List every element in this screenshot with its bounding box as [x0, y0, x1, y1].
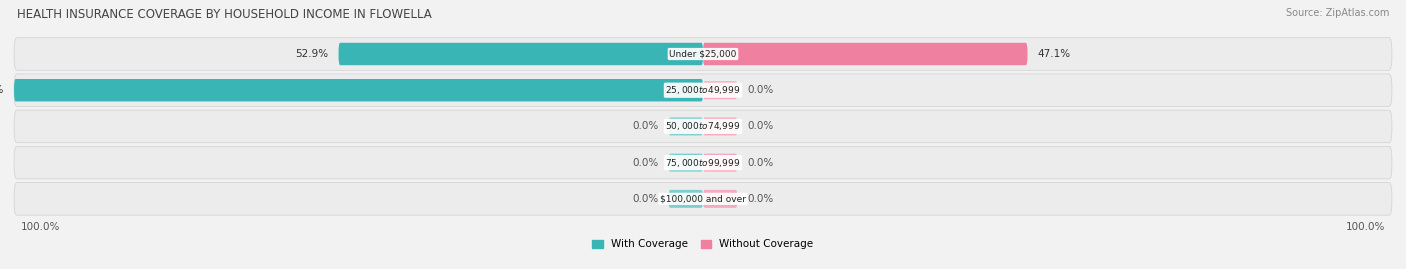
- FancyBboxPatch shape: [703, 154, 738, 172]
- Text: HEALTH INSURANCE COVERAGE BY HOUSEHOLD INCOME IN FLOWELLA: HEALTH INSURANCE COVERAGE BY HOUSEHOLD I…: [17, 8, 432, 21]
- Text: 0.0%: 0.0%: [631, 158, 658, 168]
- Text: 0.0%: 0.0%: [631, 194, 658, 204]
- FancyBboxPatch shape: [14, 146, 1392, 179]
- Text: 100.0%: 100.0%: [21, 222, 60, 232]
- Text: 0.0%: 0.0%: [748, 194, 775, 204]
- Text: Under $25,000: Under $25,000: [669, 49, 737, 58]
- FancyBboxPatch shape: [14, 79, 703, 101]
- FancyBboxPatch shape: [669, 118, 703, 135]
- FancyBboxPatch shape: [669, 154, 703, 172]
- Text: 100.0%: 100.0%: [0, 85, 4, 95]
- FancyBboxPatch shape: [669, 190, 703, 208]
- Text: 0.0%: 0.0%: [748, 85, 775, 95]
- FancyBboxPatch shape: [14, 183, 1392, 215]
- FancyBboxPatch shape: [703, 118, 738, 135]
- FancyBboxPatch shape: [703, 43, 1028, 65]
- Legend: With Coverage, Without Coverage: With Coverage, Without Coverage: [592, 239, 814, 249]
- FancyBboxPatch shape: [703, 81, 738, 99]
- Text: $75,000 to $99,999: $75,000 to $99,999: [665, 157, 741, 169]
- FancyBboxPatch shape: [14, 110, 1392, 143]
- Text: Source: ZipAtlas.com: Source: ZipAtlas.com: [1285, 8, 1389, 18]
- Text: 0.0%: 0.0%: [748, 121, 775, 132]
- FancyBboxPatch shape: [703, 190, 738, 208]
- FancyBboxPatch shape: [339, 43, 703, 65]
- Text: 0.0%: 0.0%: [748, 158, 775, 168]
- Text: $25,000 to $49,999: $25,000 to $49,999: [665, 84, 741, 96]
- FancyBboxPatch shape: [14, 74, 1392, 107]
- Text: 47.1%: 47.1%: [1038, 49, 1071, 59]
- Text: 52.9%: 52.9%: [295, 49, 328, 59]
- FancyBboxPatch shape: [14, 38, 1392, 70]
- Text: $100,000 and over: $100,000 and over: [659, 194, 747, 203]
- Text: 0.0%: 0.0%: [631, 121, 658, 132]
- Text: $50,000 to $74,999: $50,000 to $74,999: [665, 121, 741, 132]
- Text: 100.0%: 100.0%: [1346, 222, 1385, 232]
